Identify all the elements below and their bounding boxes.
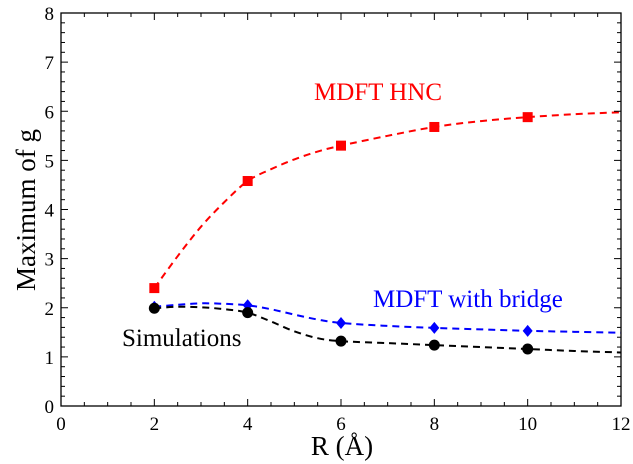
- y-tick-label: 5: [45, 151, 55, 172]
- x-tick-label: 10: [518, 414, 537, 435]
- y-tick-label: 4: [45, 201, 55, 222]
- point-simulations: [242, 307, 254, 319]
- y-tick-label: 7: [45, 53, 55, 74]
- series-label-mdft-hnc: MDFT HNC: [314, 79, 442, 106]
- series-line-mdft-with-bridge: [154, 302, 622, 334]
- series-line-mdft-hnc: [153, 111, 622, 289]
- point-simulations: [428, 339, 440, 351]
- point-mdft-hnc: [149, 283, 160, 294]
- x-tick-label: 6: [336, 414, 346, 435]
- y-tick-label: 3: [45, 250, 55, 271]
- series-label-simulations: Simulations: [122, 325, 241, 352]
- point-mdft-hnc: [242, 176, 253, 187]
- y-axis-label: Maximum of g: [11, 129, 41, 291]
- point-mdft-with-bridge: [522, 324, 533, 337]
- point-mdft-with-bridge: [336, 316, 346, 329]
- x-axis-label: R (Å): [311, 431, 373, 461]
- y-tick-label: 6: [45, 102, 55, 123]
- y-tick-label: 1: [45, 348, 55, 369]
- series-line-simulations: [154, 305, 622, 354]
- y-tick-label: 2: [45, 299, 55, 320]
- point-simulations: [148, 302, 160, 314]
- axis-ticks: [60, 12, 622, 407]
- x-tick-label: 4: [243, 414, 253, 435]
- point-simulations: [522, 343, 534, 355]
- point-mdft-with-bridge: [429, 321, 440, 334]
- x-tick-label: 8: [430, 414, 440, 435]
- point-mdft-hnc: [522, 112, 533, 123]
- series-markers: [148, 112, 534, 355]
- x-tick-label: 12: [612, 414, 631, 435]
- series-label-mdft-with-bridge: MDFT with bridge: [373, 286, 563, 313]
- x-tick-label: 0: [56, 414, 66, 435]
- point-mdft-hnc: [336, 140, 346, 151]
- series-curves: [153, 111, 622, 354]
- y-tick-label: 0: [45, 397, 55, 418]
- y-tick-label: 8: [45, 4, 55, 25]
- point-simulations: [335, 335, 347, 347]
- point-mdft-hnc: [429, 121, 440, 132]
- x-tick-label: 2: [150, 414, 160, 435]
